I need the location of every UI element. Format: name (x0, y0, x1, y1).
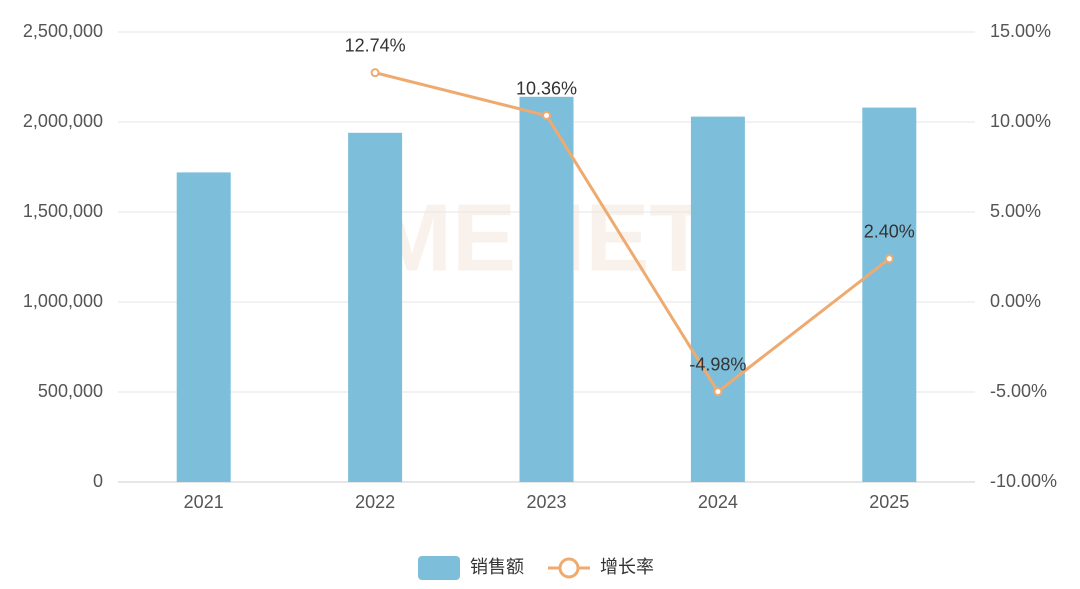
y-tick-label: 2,000,000 (23, 111, 103, 131)
x-tick-label: 2025 (869, 492, 909, 512)
bar (690, 116, 745, 482)
line (374, 71, 891, 394)
y-tick-label: 0 (93, 471, 103, 491)
y2-tick-label: -10.00% (990, 471, 1057, 491)
line-point (713, 387, 723, 397)
data-label: -4.98% (689, 354, 746, 374)
y-tick-label: 1,500,000 (23, 201, 103, 221)
legend-label: 销售额 (470, 557, 524, 577)
y-tick-label: 500,000 (38, 381, 103, 401)
y-tick-label: 2,500,000 (23, 21, 103, 41)
bar (519, 96, 574, 483)
data-label: 2.40% (864, 222, 915, 242)
x-tick-label: 2023 (526, 492, 566, 512)
bar (348, 132, 403, 483)
x-tick-label: 2024 (698, 492, 738, 512)
x-tick-label: 2021 (184, 492, 224, 512)
data-label: 10.36% (516, 78, 577, 98)
y2-tick-label: 10.00% (990, 111, 1051, 131)
data-label: 12.74% (345, 35, 406, 55)
legend-label: 增长率 (600, 557, 654, 577)
line-point (370, 68, 380, 78)
y2-tick-label: 15.00% (990, 21, 1051, 41)
y-tick-label: 1,000,000 (23, 291, 103, 311)
bar (176, 172, 231, 482)
y2-tick-label: 0.00% (990, 291, 1041, 311)
line-point (542, 111, 551, 121)
legend-swatch (558, 557, 580, 579)
x-tick-label: 2022 (355, 492, 395, 512)
bar (862, 107, 917, 482)
y2-tick-label: -5.00% (990, 381, 1047, 401)
legend-swatch (418, 556, 460, 580)
line-point (884, 254, 894, 264)
y2-tick-label: 5.00% (990, 201, 1041, 221)
